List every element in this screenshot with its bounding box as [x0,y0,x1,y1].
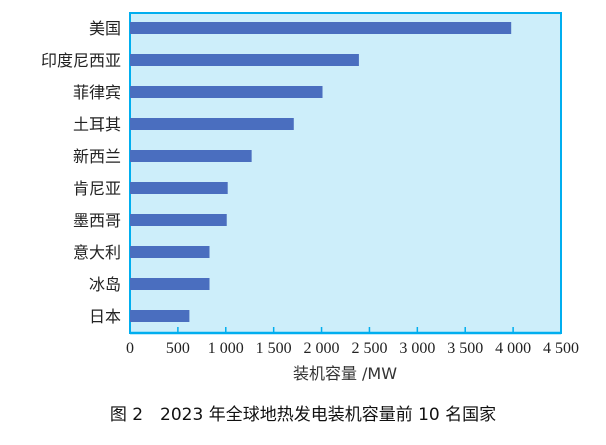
category-label: 新西兰 [73,147,121,166]
category-label: 印度尼西亚 [41,51,121,70]
x-tick-label: 4 500 [543,340,579,357]
bar [130,54,359,66]
bar [130,86,323,98]
category-label: 美国 [89,19,121,38]
x-tick-label: 500 [166,340,190,357]
bar [130,182,228,194]
x-tick-label: 3 500 [447,340,483,357]
x-tick-label: 2 500 [351,340,387,357]
bar [130,246,210,258]
category-label: 土耳其 [73,115,121,134]
bar [130,22,512,34]
bar [130,214,227,226]
bar [130,278,210,290]
category-label: 日本 [89,307,121,326]
figure-caption: 图 2 2023 年全球地热发电装机容量前 10 名国家 [110,405,496,425]
x-tick-label: 0 [126,340,134,357]
x-tick-label: 2 000 [304,340,340,357]
category-label: 意大利 [73,243,121,262]
x-tick-label: 1 500 [256,340,292,357]
bar [130,310,190,322]
category-label: 肯尼亚 [73,179,121,198]
x-axis-label: 装机容量 /MW [293,364,397,383]
x-tick-label: 4 000 [495,340,531,357]
x-tick-label: 3 000 [399,340,435,357]
x-tick-label: 1 000 [208,340,244,357]
bar [130,150,252,162]
category-label: 菲律宾 [73,83,121,102]
category-label: 冰岛 [89,275,121,294]
category-label: 墨西哥 [73,211,121,230]
bar [130,118,294,130]
